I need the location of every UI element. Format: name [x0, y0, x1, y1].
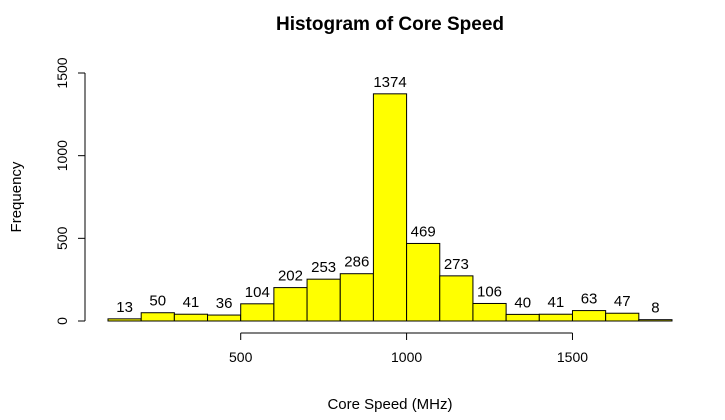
bar-value-label: 106: [477, 283, 502, 300]
y-tick-label: 1500: [54, 57, 70, 88]
histogram-bar: [306, 278, 341, 322]
bar-value-label: 47: [614, 293, 631, 310]
bar-value-label: 41: [548, 294, 565, 311]
x-tick-label: 1000: [391, 349, 422, 365]
histogram-bar: [240, 303, 275, 322]
bar-value-label: 273: [444, 256, 469, 273]
histogram-bar: [472, 302, 507, 322]
y-tick-label: 1000: [54, 140, 70, 171]
y-tick-label: 0: [54, 317, 70, 325]
histogram-bar: [571, 310, 607, 322]
bar-value-label: 36: [216, 295, 233, 312]
y-tick-label: 500: [54, 226, 70, 250]
histogram-bar: [406, 242, 441, 322]
histogram-bar: [107, 318, 142, 322]
bar-value-label: 286: [344, 254, 369, 271]
bar-value-label: 104: [245, 284, 270, 301]
histogram-bar: [372, 93, 408, 322]
chart-title: Histogram of Core Speed: [276, 14, 504, 35]
bars-group: [107, 93, 673, 322]
y-axis-label: Frequency: [8, 161, 25, 232]
x-tick-label: 500: [229, 349, 253, 365]
bar-value-label: 253: [311, 259, 336, 276]
histogram-bar: [538, 313, 573, 322]
bar-value-label: 202: [278, 268, 303, 285]
bar-value-label: 469: [411, 223, 436, 240]
bar-labels-group: 13 50 41 36 104 202 253 286 1374 469 273 106 40 41 63 4…: [116, 74, 659, 317]
bar-value-label: 63: [581, 291, 598, 308]
x-axis: 500 1000 1500: [229, 332, 588, 365]
bar-value-label: 40: [514, 294, 531, 311]
bar-value-label: 1374: [373, 74, 406, 91]
bar-value-label: 13: [116, 299, 133, 316]
histogram-bar: [140, 312, 175, 322]
histogram-bar: [339, 273, 374, 322]
x-tick-label: 1500: [557, 349, 588, 365]
y-axis: 0 500 1000 1500: [54, 57, 86, 325]
bar-value-label: 50: [149, 293, 166, 310]
bar-value-label: 8: [651, 300, 659, 317]
x-axis-label: Core Speed (MHz): [327, 396, 452, 413]
histogram-bar: [439, 275, 474, 322]
histogram-bar: [505, 313, 540, 322]
histogram-bar: [638, 319, 673, 322]
histogram-bar: [207, 314, 242, 322]
histogram-bar: [605, 312, 640, 322]
histogram-bar: [173, 313, 209, 322]
histogram-bar: [273, 287, 308, 322]
bar-value-label: 41: [183, 294, 200, 311]
